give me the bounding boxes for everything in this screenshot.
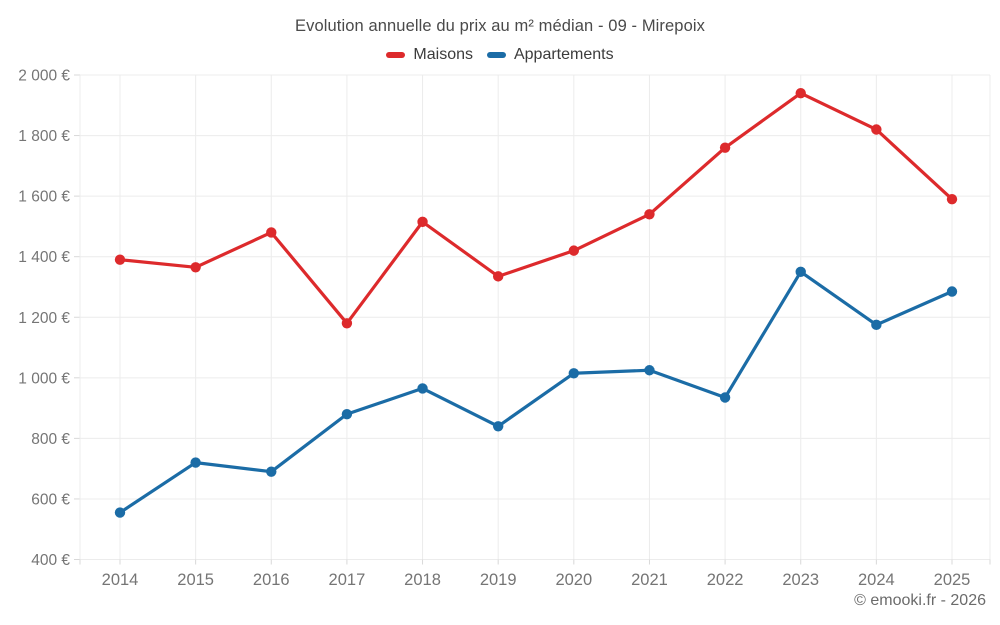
x-axis-tick-label: 2024 bbox=[858, 571, 895, 589]
legend-item-maisons[interactable]: Maisons bbox=[386, 46, 473, 64]
y-axis-tick-label: 2 000 € bbox=[18, 68, 70, 85]
data-point-appartements-2015 bbox=[190, 457, 201, 468]
maisons-series-swatch-icon bbox=[386, 52, 406, 58]
data-point-maisons-2020 bbox=[568, 245, 580, 256]
x-axis-tick-label: 2022 bbox=[707, 571, 744, 589]
data-point-appartements-2021 bbox=[644, 365, 655, 376]
series-line-appartements bbox=[118, 270, 954, 515]
legend: Maisons Appartements bbox=[0, 46, 1000, 64]
data-point-maisons-2017 bbox=[341, 318, 353, 329]
chart-title: Evolution annuelle du prix au m² médian … bbox=[295, 17, 705, 35]
x-axis-tick-label: 2021 bbox=[631, 571, 668, 589]
x-axis-tick-label: 2019 bbox=[480, 571, 517, 589]
data-point-maisons-2018 bbox=[417, 216, 428, 228]
data-point-appartements-2025 bbox=[946, 286, 958, 297]
data-point-maisons-2022 bbox=[719, 142, 731, 153]
legend-item-label: Maisons bbox=[413, 46, 473, 63]
data-point-maisons-2019 bbox=[492, 271, 504, 282]
x-axis-tick-label: 2015 bbox=[177, 571, 214, 589]
data-point-appartements-2020 bbox=[568, 368, 580, 379]
y-axis-tick-label: 1 800 € bbox=[18, 128, 70, 145]
data-point-appartements-2024 bbox=[871, 319, 882, 331]
data-point-maisons-2015 bbox=[190, 262, 201, 273]
legend-item-label: Appartements bbox=[513, 46, 614, 63]
data-point-appartements-2016 bbox=[266, 466, 277, 477]
y-axis-tick-label: 1 200 € bbox=[18, 310, 70, 327]
x-axis-tick-label: 2020 bbox=[555, 571, 592, 589]
data-point-maisons-2024 bbox=[871, 124, 882, 135]
x-axis-tick-label: 2025 bbox=[934, 571, 971, 589]
x-axis-tick-label: 2017 bbox=[329, 571, 366, 589]
data-point-maisons-2016 bbox=[266, 227, 277, 238]
y-axis-tick-label: 400 € bbox=[31, 552, 70, 569]
y-axis-tick-label: 1 600 € bbox=[18, 189, 70, 206]
x-axis-tick-label: 2018 bbox=[404, 571, 441, 589]
data-point-appartements-2018 bbox=[417, 383, 428, 394]
y-axis-tick-label: 800 € bbox=[31, 431, 70, 448]
data-point-maisons-2021 bbox=[644, 209, 655, 220]
data-point-maisons-2025 bbox=[946, 193, 958, 205]
x-axis-tick-label: 2014 bbox=[102, 571, 139, 589]
appartements-series-swatch-icon bbox=[486, 52, 506, 58]
y-axis-tick-label: 1 000 € bbox=[18, 370, 70, 387]
legend-item-appartements[interactable]: Appartements bbox=[486, 46, 614, 64]
copyright-credit: © emooki.fr - 2026 bbox=[854, 592, 986, 609]
data-point-appartements-2023 bbox=[795, 266, 806, 278]
y-axis-tick-label: 1 400 € bbox=[18, 249, 70, 266]
data-point-appartements-2019 bbox=[492, 421, 504, 432]
data-point-appartements-2017 bbox=[341, 408, 353, 420]
data-point-maisons-2014 bbox=[114, 254, 126, 265]
series-line-maisons bbox=[118, 91, 954, 325]
x-axis-tick-label: 2016 bbox=[253, 571, 290, 589]
data-point-maisons-2023 bbox=[795, 87, 806, 99]
data-point-appartements-2014 bbox=[114, 507, 126, 518]
data-point-appartements-2022 bbox=[719, 392, 731, 403]
x-axis-tick-label: 2023 bbox=[782, 571, 819, 589]
y-axis-tick-label: 600 € bbox=[31, 491, 70, 508]
